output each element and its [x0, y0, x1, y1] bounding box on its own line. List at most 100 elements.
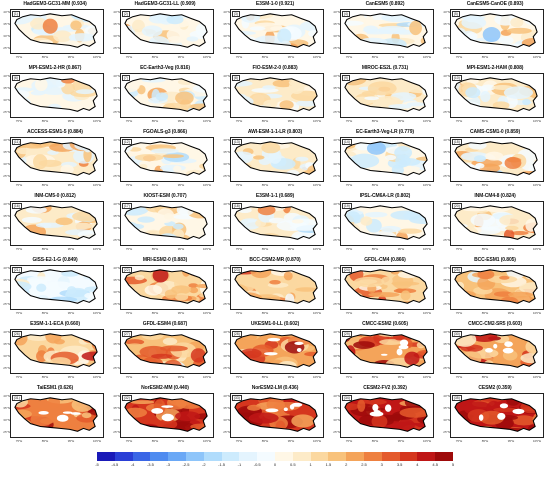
longitude-label: 85°E — [151, 55, 159, 59]
longitude-label: 85°E — [371, 183, 379, 187]
latitude-label: 40°N — [333, 74, 340, 78]
anomaly-patch — [234, 44, 243, 48]
anomaly-patch — [156, 208, 175, 224]
panel-number-label: (26) — [12, 331, 22, 337]
anomaly-patch — [482, 27, 501, 43]
latitude-label: 35°N — [333, 342, 340, 346]
longitude-label: 75°E — [455, 183, 463, 187]
anomaly-patch — [344, 353, 361, 367]
latitude-label: 30°N — [443, 162, 450, 166]
plateau-outline — [234, 269, 318, 304]
panel-number-label: (4) — [342, 11, 350, 17]
latitude-label: 25°N — [223, 174, 230, 178]
longitude-label: 105°E — [202, 55, 212, 59]
anomaly-patch — [371, 414, 388, 429]
anomaly-patch — [68, 33, 96, 42]
map-frame: (34) — [340, 393, 434, 438]
longitude-label: 95°E — [67, 439, 75, 443]
map-panel: MPI-ESM1-2-HR (0.867) 40°N 35°N 30°N 25°N 75°… — [0, 64, 110, 128]
latitude-label: 40°N — [333, 394, 340, 398]
longitude-label: 75°E — [455, 55, 463, 59]
anomaly-patch — [124, 407, 148, 418]
colorbar-tick-label: 1 — [309, 462, 312, 467]
longitude-label: 95°E — [287, 119, 295, 123]
map-panel: UKESM1-0-LL (0.602) 40°N 35°N 30°N 25°N 75°E 8… — [220, 320, 330, 384]
anomaly-patch — [498, 296, 520, 304]
longitude-label: 95°E — [67, 183, 75, 187]
anomaly-patch — [397, 271, 418, 279]
anomaly-patch — [141, 25, 163, 37]
panel-number-label: (30) — [452, 331, 462, 337]
latitude-label: 30°N — [3, 162, 10, 166]
longitude-label: 85°E — [41, 247, 49, 251]
longitude-label: 75°E — [125, 311, 133, 315]
map-frame: (28) — [230, 329, 324, 374]
panel-title: MPI-ESM1-2-HAM (0.808) — [466, 65, 524, 71]
panel-number-label: (14) — [342, 139, 352, 145]
map-frame: (2) — [120, 9, 214, 54]
longitude-label: 105°E — [202, 183, 212, 187]
anomaly-patch — [421, 209, 428, 214]
latitude-label: 40°N — [443, 74, 450, 78]
colorbar-swatch — [435, 452, 454, 461]
anomaly-patch — [400, 290, 411, 301]
plateau-outline — [14, 77, 98, 112]
map-frame: (21) — [10, 265, 104, 310]
map-frame: (17) — [120, 201, 214, 246]
plateau-outline — [14, 13, 98, 48]
anomaly-patch — [499, 214, 522, 226]
map-frame: (7) — [120, 73, 214, 118]
tibetan-plateau-map — [344, 13, 428, 48]
longitude-label: 75°E — [455, 439, 463, 443]
latitude-label: 35°N — [223, 214, 230, 218]
longitude-label: 85°E — [371, 55, 379, 59]
plateau-outline — [344, 333, 428, 368]
longitude-label: 85°E — [41, 439, 49, 443]
panel-number-label: (25) — [452, 267, 462, 273]
colorbar-tick-label: 5 — [451, 462, 455, 467]
latitude-label: 30°N — [3, 226, 10, 230]
map-frame: (25) — [450, 265, 544, 310]
anomaly-patch — [190, 423, 208, 430]
anomaly-patch — [91, 336, 98, 351]
map-panel: GISS-E2-1-G (0.849) 40°N 35°N 30°N 25°N 75°E 8… — [0, 256, 110, 320]
longitude-label: 85°E — [151, 311, 159, 315]
latitude-label: 40°N — [3, 266, 10, 270]
missing-data-patch — [499, 403, 509, 409]
anomaly-patch — [35, 222, 64, 228]
anomaly-patch — [162, 103, 177, 112]
panel-title: INM-CM5-0 (0.812) — [34, 193, 76, 199]
anomaly-patch — [150, 44, 168, 48]
latitude-label: 35°N — [443, 406, 450, 410]
colorbar-tick-label: -3 — [166, 462, 170, 467]
panel-number-label: (21) — [12, 267, 22, 273]
longitude-label: 85°E — [41, 311, 49, 315]
colorbar-swatch — [381, 452, 401, 461]
longitude-label: 85°E — [481, 247, 489, 251]
longitude-label: 95°E — [287, 311, 295, 315]
anomaly-patch — [277, 28, 292, 44]
longitude-label: 85°E — [371, 119, 379, 123]
latitude-label: 40°N — [333, 202, 340, 206]
anomaly-patch — [14, 409, 32, 419]
panel-number-label: (18) — [232, 203, 242, 209]
map-panel: CMCC-CM2-SR5 (0.603) 40°N 35°N 30°N 25°N 75°E… — [440, 320, 550, 384]
latitude-label: 25°N — [443, 110, 450, 114]
map-frame: (35) — [450, 393, 544, 438]
anomaly-patch — [87, 143, 98, 149]
longitude-label: 95°E — [507, 311, 515, 315]
anomaly-patch — [162, 154, 185, 159]
longitude-label: 75°E — [345, 247, 353, 251]
anomaly-patch — [16, 147, 32, 155]
tibetan-plateau-map — [344, 269, 428, 304]
latitude-label: 25°N — [223, 238, 230, 242]
colorbar-tick-label: -1.5 — [218, 462, 226, 467]
latitude-label: 30°N — [223, 290, 230, 294]
anomaly-patch — [505, 225, 519, 231]
panel-number-label: (34) — [342, 395, 352, 401]
anomaly-patch — [45, 281, 74, 291]
tibetan-plateau-map — [234, 141, 318, 176]
anomaly-patch — [14, 90, 30, 99]
plateau-outline — [234, 141, 318, 176]
longitude-label: 105°E — [422, 311, 432, 315]
